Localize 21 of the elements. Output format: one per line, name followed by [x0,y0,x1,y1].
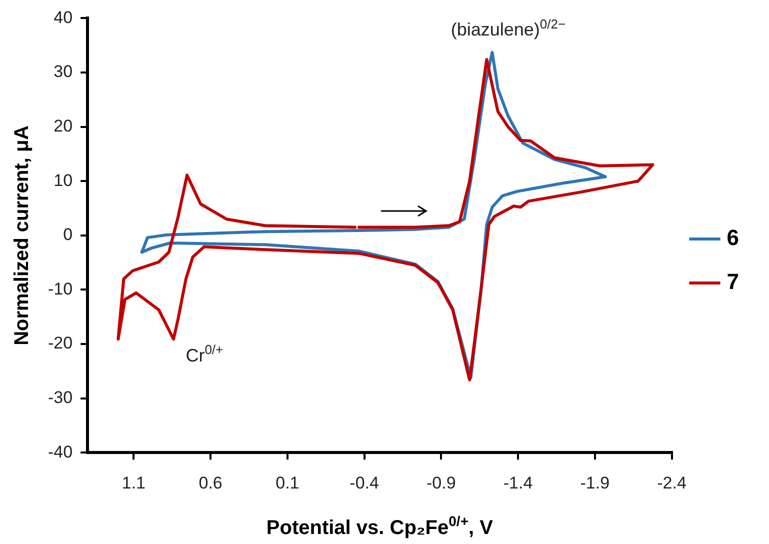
y-tick-label: -20 [48,334,73,353]
y-tick-label: -40 [48,442,73,462]
x-tick-label: -1.4 [503,473,533,492]
x-tick-label: -1.9 [580,473,610,492]
x-tick-label: -0.4 [350,473,379,492]
x-tick-label: -2.4 [657,473,686,492]
legend-label: 7 [726,269,740,294]
x-tick-label: 0.6 [198,473,222,492]
x-tick-label: -0.9 [426,473,456,492]
y-tick-label: 40 [54,8,73,27]
y-tick-label: 10 [54,170,73,190]
y-tick-label: 20 [54,116,73,136]
y-tick-label: 0 [63,225,73,244]
y-tick-label: 30 [54,62,73,82]
y-tick-label: -30 [48,388,73,407]
y-axis-title: Normalized current, μA [11,125,33,346]
y-tick-label: -10 [48,279,73,298]
legend-label: 6 [726,225,740,250]
line-series [116,58,654,382]
x-tick-label: 1.1 [122,473,146,492]
x-tick-label: 0.1 [276,473,300,492]
